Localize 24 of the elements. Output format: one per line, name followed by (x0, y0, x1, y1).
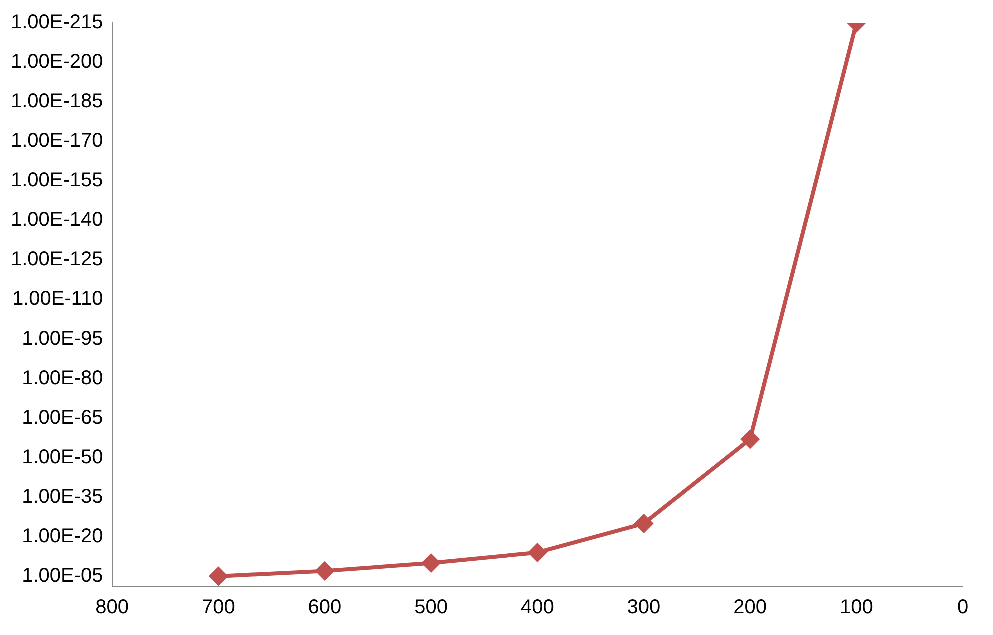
x-tick-label: 500 (414, 596, 448, 619)
x-tick-label: 400 (520, 596, 554, 619)
x-tick-label: 600 (308, 596, 342, 619)
y-tick-label: 1.00E-95 (22, 328, 104, 350)
x-tick-label: 0 (957, 596, 969, 619)
y-tick-label: 1.00E-200 (11, 51, 104, 74)
y-tick-label: 1.00E-80 (22, 367, 104, 390)
x-tick-label: 800 (96, 596, 129, 619)
y-tick-label: 1.00E-185 (11, 90, 104, 113)
x-tick-label: 300 (627, 596, 661, 619)
y-tick-label: 1.00E-155 (11, 170, 104, 192)
x-tick-label: 100 (840, 596, 874, 619)
y-tick-label: 1.00E-65 (22, 406, 104, 429)
x-tick-label: 700 (202, 596, 236, 619)
y-tick-label: 1.00E-140 (11, 209, 104, 232)
y-tick-label: 1.00E-35 (22, 486, 104, 508)
y-tick-label: 1.00E-20 (22, 525, 104, 548)
y-tick-label: 1.00E-05 (22, 564, 104, 587)
y-tick-label: 1.00E-110 (12, 288, 104, 310)
y-tick-label: 1.00E-125 (11, 248, 104, 271)
y-tick-label: 1.00E-50 (22, 446, 104, 468)
x-tick-label: 200 (734, 596, 768, 619)
y-tick-label: 1.00E-170 (11, 130, 104, 152)
y-tick-label: 1.00E-215 (11, 12, 104, 34)
